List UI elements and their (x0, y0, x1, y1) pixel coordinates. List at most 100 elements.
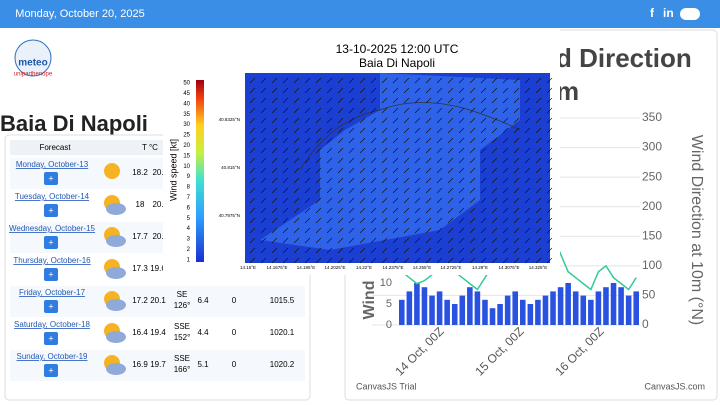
wind-arrow (425, 87, 432, 94)
wind-arrow (337, 247, 344, 254)
wind-arrow (337, 227, 344, 234)
row-bg (10, 318, 305, 349)
wind-arrow (502, 117, 509, 124)
wind-arrow (260, 147, 267, 154)
wind-arrow (282, 97, 289, 104)
wind-arrow (447, 107, 454, 114)
detail-button[interactable] (44, 268, 58, 281)
detail-button[interactable] (44, 204, 58, 217)
speed-bar (625, 295, 632, 325)
wind-arrow (326, 107, 333, 114)
wind-arrow (458, 77, 465, 84)
wind-arrow (304, 257, 311, 264)
wind-arrow (436, 117, 443, 124)
wind-arrow (436, 187, 443, 194)
speed-bar (429, 295, 435, 325)
coastline (299, 102, 521, 171)
wind-arrow (271, 117, 278, 124)
detail-button[interactable] (44, 332, 58, 345)
wind-arrow (359, 247, 366, 254)
wind-arrow (458, 177, 465, 184)
wind-arrow (315, 87, 322, 94)
day-link[interactable]: Wednesday, October-15 (9, 224, 96, 233)
wind-arrow (491, 157, 498, 164)
day-link[interactable]: Tuesday, October-14 (15, 192, 90, 201)
detail-button[interactable] (44, 172, 58, 185)
cell-tmin: 18.2 (132, 168, 148, 177)
wind-arrow (425, 77, 432, 84)
wind-arrow (546, 137, 553, 144)
date: Monday, October 20, 2025 (15, 8, 144, 20)
wind-arrow (304, 147, 311, 154)
wind-arrow (414, 247, 421, 254)
wind-arrow (326, 207, 333, 214)
wind-arrow (425, 217, 432, 224)
wind-arrow (348, 137, 355, 144)
detail-button[interactable] (44, 300, 58, 313)
wind-arrow (469, 197, 476, 204)
wind-arrow (293, 157, 300, 164)
linkedin[interactable]: in (663, 6, 674, 20)
wind-arrow (392, 97, 399, 104)
wind-arrow (359, 107, 366, 114)
wind-arrow (513, 167, 520, 174)
day-link[interactable]: Sunday, October-19 (16, 352, 88, 361)
day-link[interactable]: Thursday, October-16 (13, 256, 91, 265)
day-link[interactable]: Monday, October-13 (16, 160, 89, 169)
wind-arrow (381, 127, 388, 134)
wind-arrow (502, 127, 509, 134)
wind-arrow (337, 147, 344, 154)
cell-deg: 166° (174, 365, 191, 374)
wind-arrow (546, 187, 553, 194)
wind-arrow (249, 177, 256, 184)
wind-arrow (282, 147, 289, 154)
wind-arrow (348, 197, 355, 204)
cell-rain: 0 (232, 328, 237, 337)
wind-arrow (249, 237, 256, 244)
day-link[interactable]: Friday, October-17 (19, 288, 86, 297)
wind-arrow (381, 77, 388, 84)
wind-arrow (480, 127, 487, 134)
colorbar-tick: 5 (187, 216, 191, 222)
colorbar-tick: 1 (187, 257, 191, 263)
wind-arrow (271, 207, 278, 214)
wind-arrow (370, 237, 377, 244)
detail-button[interactable] (44, 236, 58, 249)
wind-arrow (249, 197, 256, 204)
lon-label: 14.2725°E (440, 265, 461, 270)
wind-arrow (491, 207, 498, 214)
wind-arrow (513, 97, 520, 104)
wind-arrow (271, 257, 278, 264)
row-bg (10, 350, 305, 381)
wind-arrow (414, 127, 421, 134)
wind-arrow (359, 147, 366, 154)
y2-tick-label: 150 (642, 228, 662, 242)
detail-button[interactable] (44, 364, 58, 377)
wind-arrow (524, 117, 531, 124)
wind-arrow (502, 77, 509, 84)
credit-link[interactable]: CanvasJS.com (644, 381, 705, 391)
wind-arrow (282, 157, 289, 164)
speed-bar (595, 291, 602, 325)
wind-arrow (260, 187, 267, 194)
wind-arrow (491, 217, 498, 224)
wind-arrow (304, 107, 311, 114)
wind-arrow (414, 197, 421, 204)
wind-arrow (458, 117, 465, 124)
wind-arrow (370, 217, 377, 224)
detail-button-label: + (48, 237, 53, 247)
wind-arrow (403, 87, 410, 94)
wind-arrow (414, 227, 421, 234)
facebook[interactable]: f (650, 6, 655, 20)
speed-bar (444, 299, 450, 325)
toggle[interactable] (680, 8, 700, 20)
wind-arrow (348, 247, 355, 254)
wind-arrow (513, 187, 520, 194)
wind-arrow (513, 137, 520, 144)
wind-arrow (491, 177, 498, 184)
wind-arrow (326, 227, 333, 234)
wind-arrow (271, 227, 278, 234)
day-link[interactable]: Saturday, October-18 (14, 320, 90, 329)
cell-press: 1020.2 (270, 360, 295, 369)
wind-arrow (282, 197, 289, 204)
